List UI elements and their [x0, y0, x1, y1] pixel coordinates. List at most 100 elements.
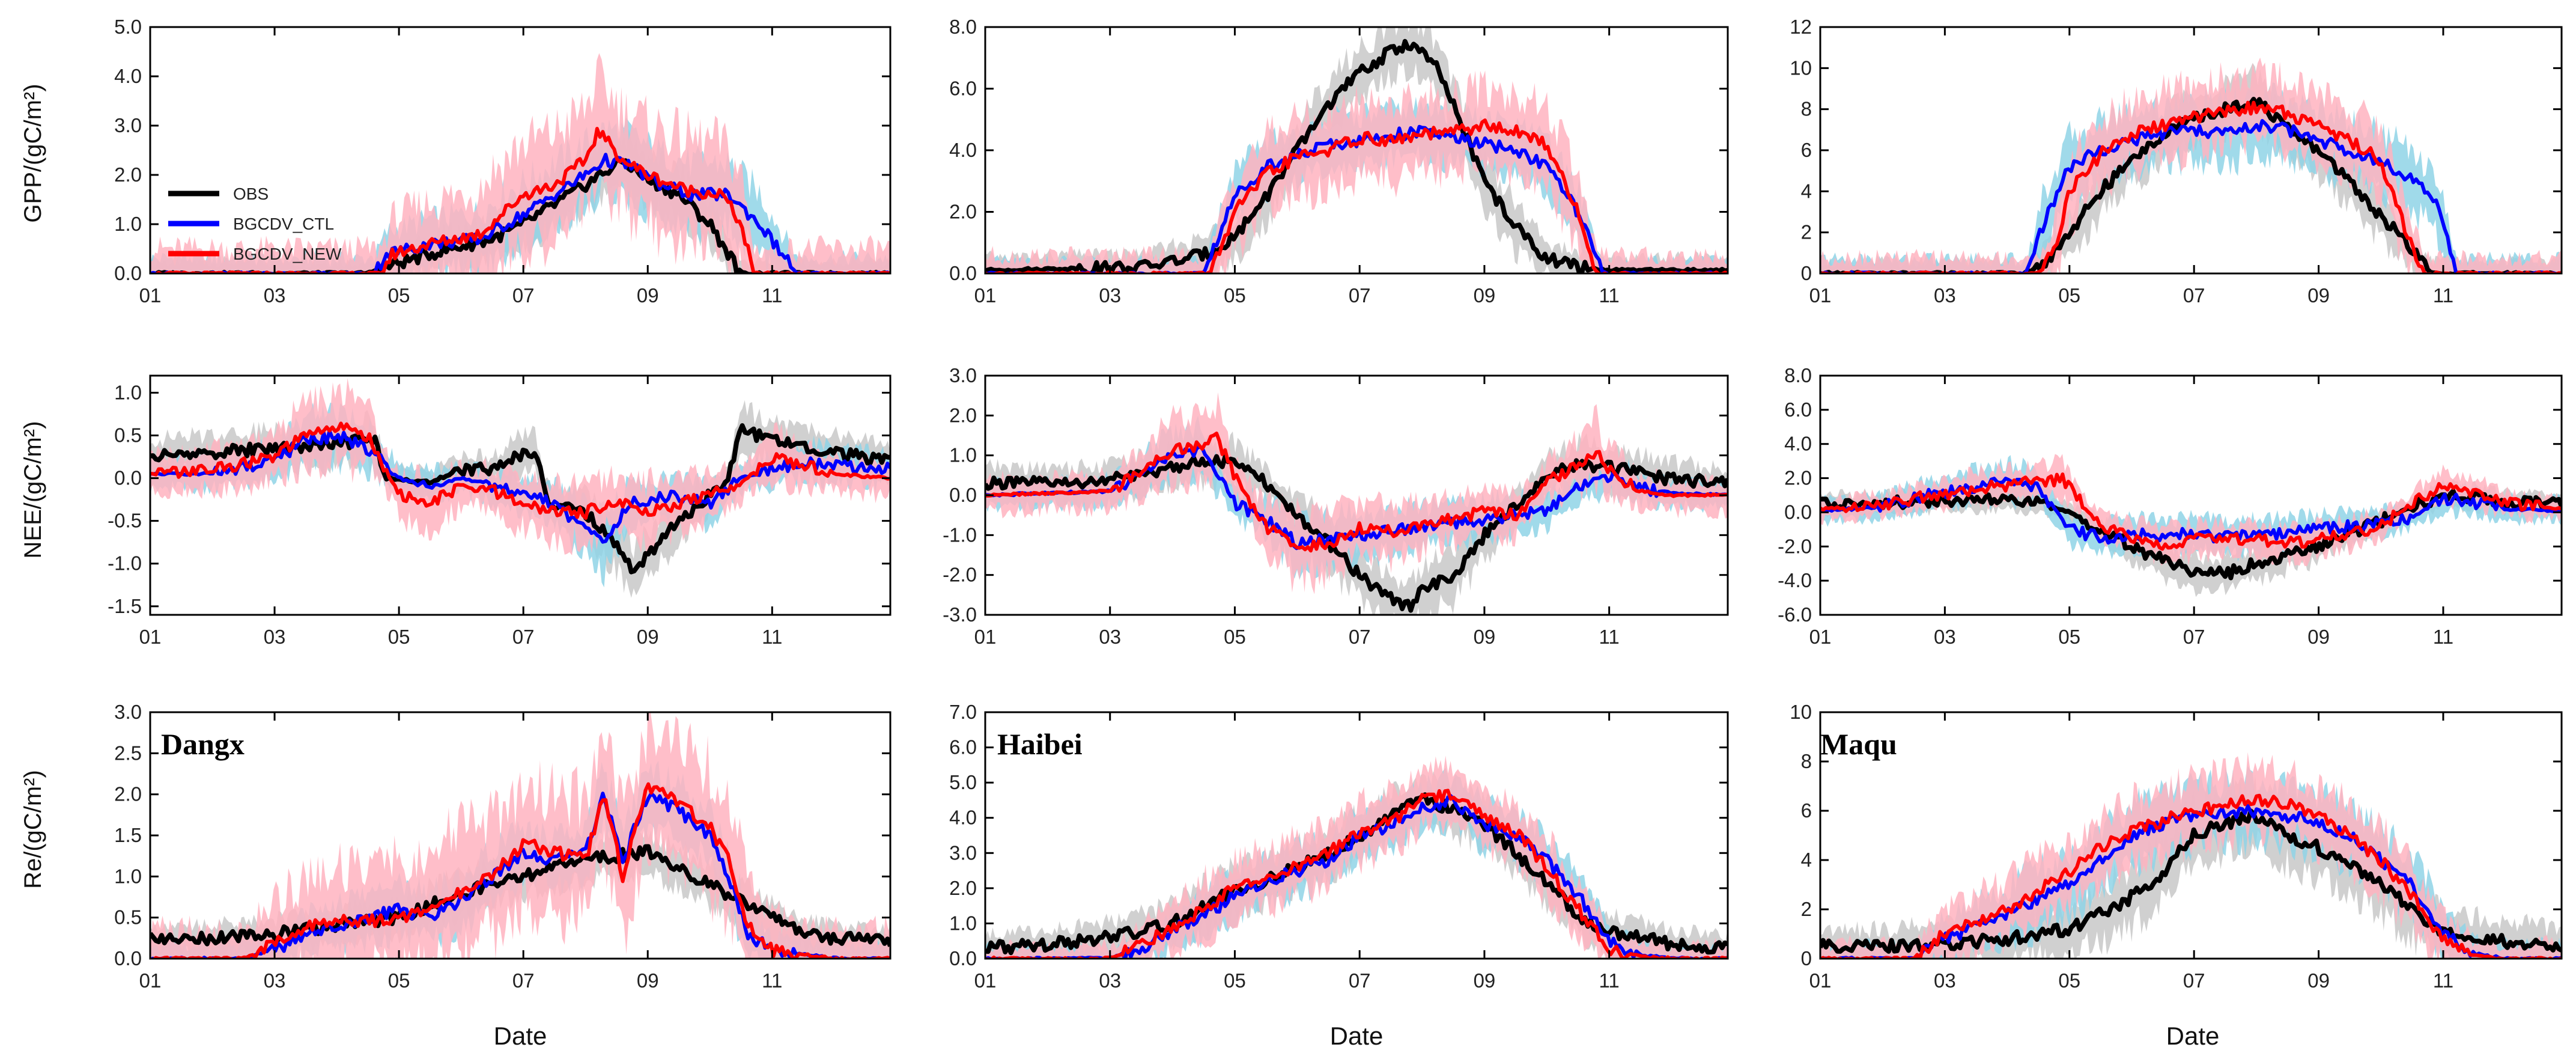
- y-tick-label-re-maqu-2: 4: [1801, 849, 1812, 871]
- x-tick-label-re-dangx-1: 03: [264, 969, 286, 992]
- x-tick-label-nee-maqu-0: 01: [1809, 626, 1832, 648]
- x-tick-label-nee-haibei-5: 11: [1599, 626, 1620, 648]
- band-new-gpp-maqu: [1820, 57, 2562, 273]
- y-tick-label-nee-dangx-0: -1.5: [108, 595, 142, 617]
- series-line-ctl-gpp-maqu: [1820, 119, 2562, 273]
- panel-re-haibei: 0.0 1.0 2.0 3.0 4.0 5.0 6.0 7.0 01 03 05 07 09 11: [949, 701, 1729, 992]
- y-tick-label-nee-maqu-1: -4.0: [1778, 569, 1812, 591]
- y-tick-label-gpp-dangx-0: 0.0: [114, 262, 142, 284]
- x-tick-label-gpp-dangx-1: 03: [264, 284, 286, 307]
- series-line-new-nee-dangx: [150, 421, 890, 520]
- y-tick-label-nee-haibei-5: 2.0: [949, 404, 977, 426]
- y-tick-label-gpp-dangx-2: 2.0: [114, 163, 142, 186]
- x-tick-label-nee-haibei-4: 09: [1474, 626, 1496, 648]
- y-tick-label-re-haibei-3: 3.0: [949, 841, 977, 864]
- y-tick-label-nee-dangx-5: 1.0: [114, 381, 142, 403]
- x-tick-label-re-haibei-3: 07: [1349, 969, 1371, 992]
- axes-frame-re-maqu: [1819, 711, 2563, 960]
- series-line-obs-nee-dangx: [150, 423, 890, 575]
- x-tick-label-re-maqu-3: 07: [2183, 969, 2205, 992]
- y-tick-label-nee-maqu-6: 6.0: [1784, 398, 1812, 421]
- legend-label-ctl: BGCDV_CTL: [233, 215, 334, 233]
- y-tick-label-re-haibei-1: 1.0: [949, 912, 977, 934]
- x-tick-label-gpp-maqu-4: 09: [2307, 284, 2330, 307]
- x-tick-label-gpp-haibei-0: 01: [974, 284, 997, 307]
- plot-area-re-dangx: [150, 712, 890, 959]
- x-axis-label-col2: Date: [1330, 1022, 1384, 1050]
- x-tick-label-gpp-maqu-5: 11: [2433, 284, 2453, 307]
- axes-frame-re-haibei: [984, 711, 1729, 960]
- y-tick-label-gpp-haibei-2: 4.0: [949, 139, 977, 161]
- y-tick-label-gpp-dangx-4: 4.0: [114, 65, 142, 87]
- band-new-nee-haibei: [985, 392, 1728, 594]
- legend-label-obs: OBS: [233, 185, 269, 203]
- x-tick-label-nee-dangx-5: 11: [762, 626, 782, 648]
- plot-area-nee-dangx: [150, 378, 890, 598]
- band-new-gpp-haibei: [985, 70, 1728, 273]
- x-tick-label-gpp-maqu-0: 01: [1809, 284, 1832, 307]
- axes-frame-gpp-dangx: [149, 26, 892, 275]
- x-tick-label-gpp-maqu-3: 07: [2183, 284, 2205, 307]
- x-axis-label-col3: Date: [2166, 1022, 2220, 1050]
- x-tick-label-re-maqu-0: 01: [1809, 969, 1832, 992]
- panel-nee-maqu: -6.0 -4.0 -2.0 0.0 2.0 4.0 6.0 8.0 01 03 05 07 09 11: [1778, 364, 2563, 648]
- x-tick-label-nee-dangx-2: 05: [388, 626, 410, 648]
- x-tick-label-gpp-dangx-5: 11: [762, 284, 782, 307]
- y-tick-label-re-maqu-4: 8: [1801, 750, 1812, 772]
- y-tick-label-re-dangx-6: 3.0: [114, 701, 142, 723]
- y-tick-label-nee-dangx-1: -1.0: [108, 552, 142, 575]
- plot-area-re-maqu: [1820, 752, 2562, 959]
- y-tick-label-re-dangx-1: 0.5: [114, 906, 142, 929]
- y-tick-label-gpp-maqu-3: 6: [1801, 139, 1812, 161]
- x-tick-label-gpp-dangx-2: 05: [388, 284, 410, 307]
- y-tick-label-re-haibei-6: 6.0: [949, 736, 977, 758]
- y-tick-label-re-haibei-5: 5.0: [949, 771, 977, 793]
- panel-nee-haibei: -3.0 -2.0 -1.0 0.0 1.0 2.0 3.0 01 03 05 07 09 11: [943, 364, 1729, 648]
- y-tick-label-re-haibei-7: 7.0: [949, 701, 977, 723]
- x-tick-label-nee-haibei-3: 07: [1349, 626, 1371, 648]
- series-line-new-re-haibei: [985, 789, 1728, 959]
- y-tick-label-nee-haibei-2: -1.0: [943, 523, 977, 546]
- y-tick-label-nee-dangx-4: 0.5: [114, 424, 142, 447]
- y-tick-label-re-maqu-5: 10: [1790, 701, 1812, 723]
- x-tick-label-nee-maqu-3: 07: [2183, 626, 2205, 648]
- row-label-re: Re/(gC/m²): [20, 770, 46, 889]
- x-tick-label-nee-dangx-0: 01: [139, 626, 162, 648]
- axes-frame-nee-maqu: [1819, 374, 2563, 616]
- x-tick-label-re-maqu-1: 03: [1934, 969, 1956, 992]
- panel-gpp-haibei: 0.0 2.0 4.0 6.0 8.0 01 03 05 07 09 11: [949, 16, 1729, 307]
- y-tick-label-nee-haibei-4: 1.0: [949, 444, 977, 466]
- x-tick-label-re-haibei-0: 01: [974, 969, 997, 992]
- y-tick-label-nee-maqu-5: 4.0: [1784, 433, 1812, 455]
- y-tick-label-nee-haibei-1: -2.0: [943, 564, 977, 586]
- y-tick-label-re-dangx-3: 1.5: [114, 824, 142, 846]
- panels: 0.0 1.0 2.0 3.0 4.0 5.0 01 03 05 07 09 11 0.0 2.0 4.0 6…: [108, 16, 2563, 992]
- axes-frame-nee-dangx: [149, 374, 892, 616]
- x-tick-label-gpp-dangx-0: 01: [139, 284, 162, 307]
- row-label-nee: NEE/(gC/m²): [20, 421, 46, 559]
- plot-area-nee-maqu: [1820, 454, 2562, 597]
- y-tick-label-re-dangx-0: 0.0: [114, 947, 142, 969]
- y-tick-label-re-maqu-1: 2: [1801, 898, 1812, 920]
- y-tick-label-nee-haibei-3: 0.0: [949, 484, 977, 506]
- x-tick-label-re-haibei-4: 09: [1474, 969, 1496, 992]
- band-obs-gpp-maqu: [1820, 63, 2562, 273]
- x-tick-label-nee-maqu-2: 05: [2058, 626, 2080, 648]
- x-tick-label-re-maqu-5: 11: [2433, 969, 2453, 992]
- y-tick-label-gpp-maqu-2: 4: [1801, 180, 1812, 202]
- series-line-obs-re-dangx: [150, 844, 890, 947]
- y-tick-label-gpp-maqu-4: 8: [1801, 98, 1812, 120]
- x-tick-label-nee-dangx-1: 03: [264, 626, 286, 648]
- y-tick-label-nee-haibei-6: 3.0: [949, 364, 977, 386]
- band-new-nee-maqu: [1820, 454, 2562, 567]
- panel-re-dangx: 0.0 0.5 1.0 1.5 2.0 2.5 3.0 01 03 05 07 09 11: [114, 701, 892, 992]
- y-tick-label-re-haibei-4: 4.0: [949, 807, 977, 829]
- y-tick-label-nee-maqu-7: 8.0: [1784, 364, 1812, 386]
- series-line-new-re-dangx: [150, 782, 890, 959]
- band-obs-gpp-haibei: [985, 27, 1728, 273]
- y-tick-label-gpp-maqu-6: 12: [1790, 16, 1812, 38]
- legend-label-new: BGCDV_NEW: [233, 245, 342, 263]
- y-tick-label-gpp-haibei-0: 0.0: [949, 262, 977, 284]
- plot-area-gpp-haibei: [985, 27, 1728, 273]
- series-line-new-re-maqu: [1820, 793, 2562, 959]
